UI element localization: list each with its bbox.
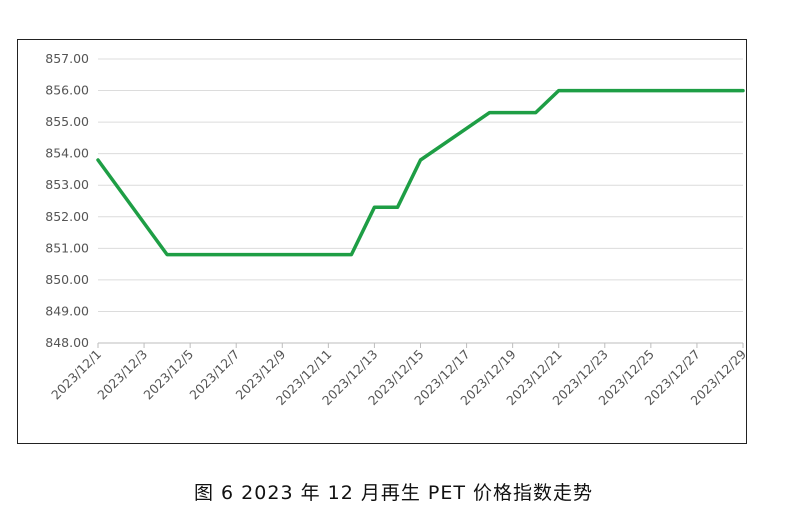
y-tick-label: 854.00 — [45, 146, 89, 161]
y-tick-label: 857.00 — [45, 51, 89, 66]
figure-caption: 图 6 2023 年 12 月再生 PET 价格指数走势 — [194, 482, 593, 504]
y-tick-label: 850.00 — [45, 272, 89, 287]
y-tick-label: 856.00 — [45, 83, 89, 98]
y-tick-label: 849.00 — [45, 303, 89, 318]
chart-frame: 857.00 856.00 855.00 854.00 853.00 852.00 851.… — [17, 39, 748, 444]
y-tick-label: 853.00 — [45, 177, 89, 192]
y-tick-label: 848.00 — [45, 335, 89, 350]
y-tick-label: 855.00 — [45, 114, 89, 129]
line-chart: 857.00 856.00 855.00 854.00 853.00 852.00 851.… — [45, 51, 748, 408]
y-tick-label: 851.00 — [45, 240, 89, 255]
y-tick-label: 852.00 — [45, 209, 89, 224]
series-line — [96, 88, 745, 257]
